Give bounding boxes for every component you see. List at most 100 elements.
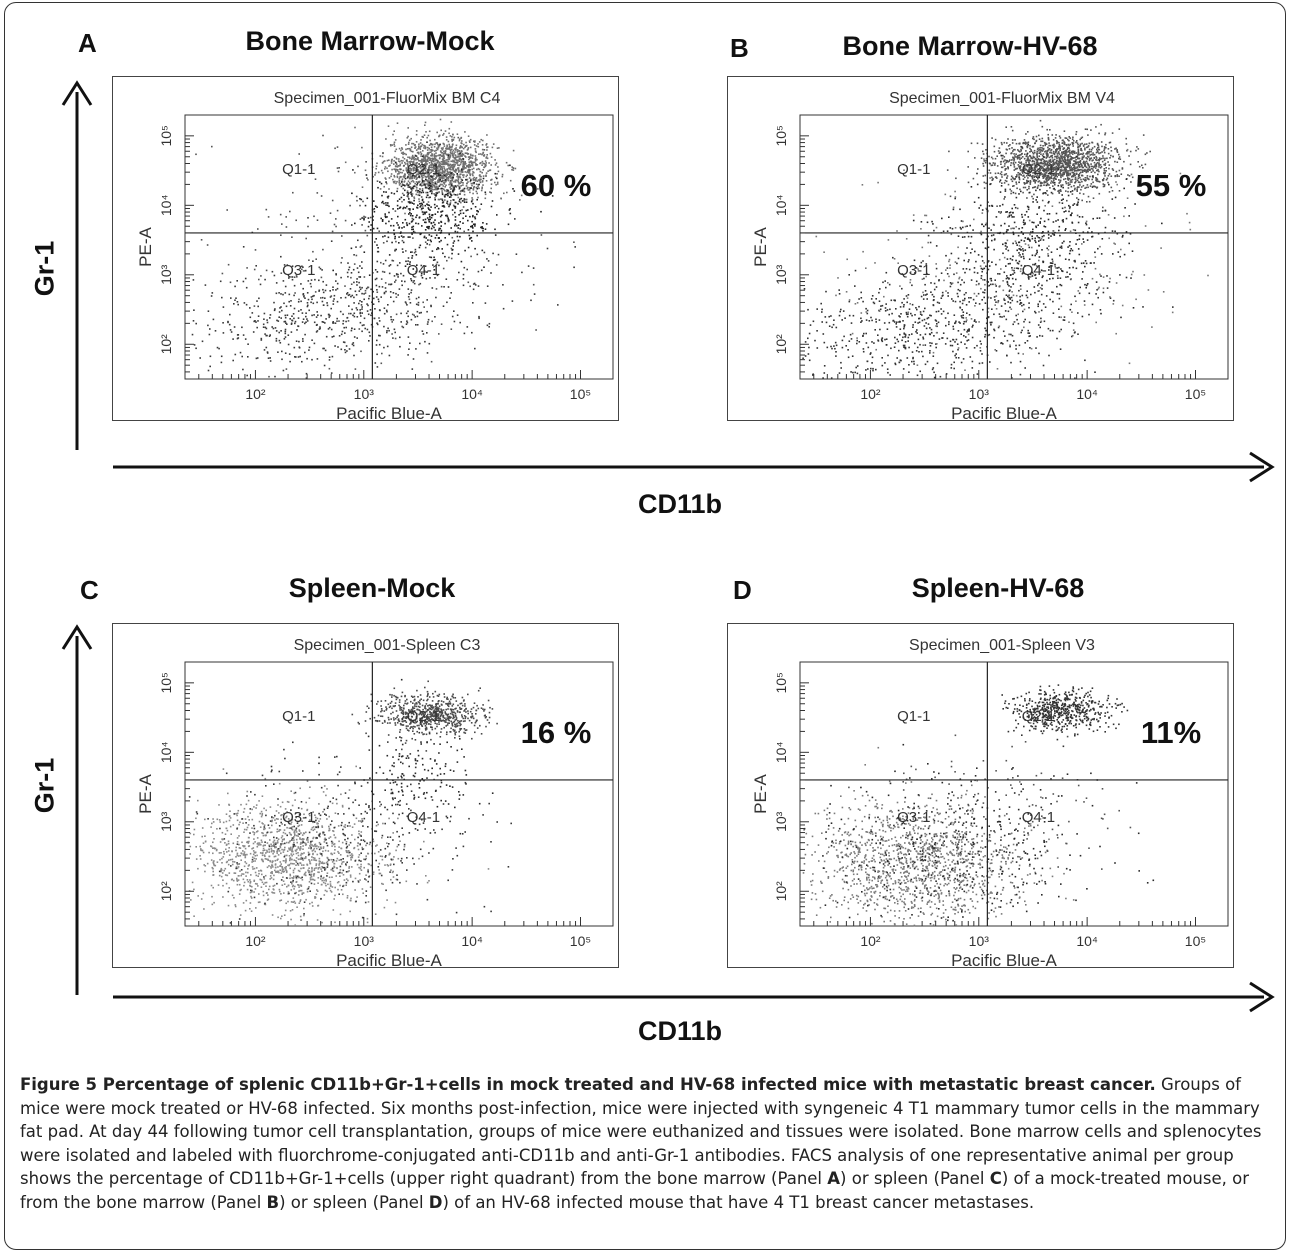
event-dot <box>1069 173 1072 176</box>
event-dot <box>1079 192 1081 195</box>
event-dot <box>1080 171 1082 174</box>
event-dot <box>1067 154 1069 157</box>
event-dot <box>447 190 450 193</box>
event-dot <box>1047 179 1049 181</box>
event-dot <box>471 168 473 171</box>
event-dot <box>424 241 427 243</box>
event-dot <box>991 239 993 242</box>
event-dot <box>454 201 457 204</box>
event-dot <box>450 187 453 190</box>
event-dot <box>1076 186 1079 188</box>
event-dot <box>430 143 432 145</box>
event-dot <box>409 186 412 188</box>
event-dot <box>1020 145 1022 148</box>
event-dot <box>462 147 465 150</box>
event-dot <box>988 227 990 229</box>
event-dot <box>409 211 411 214</box>
event-dot <box>1036 187 1039 189</box>
event-dot <box>991 176 993 179</box>
event-dot <box>420 153 422 155</box>
event-dot <box>999 191 1002 193</box>
event-dot <box>449 183 452 185</box>
event-dot <box>1081 216 1084 218</box>
event-dot <box>427 185 429 187</box>
event-dot <box>1063 167 1066 169</box>
event-dot <box>1101 238 1104 240</box>
event-dot <box>1033 193 1035 196</box>
event-dot <box>430 151 432 153</box>
event-dot <box>448 233 450 236</box>
event-dot <box>490 179 492 181</box>
event-dot <box>1052 150 1055 153</box>
event-dot <box>453 320 456 323</box>
event-dot <box>1125 137 1127 140</box>
event-dot <box>1020 148 1022 151</box>
event-dot <box>397 273 399 276</box>
event-dot <box>359 309 361 311</box>
event-dot <box>1078 157 1081 160</box>
event-dot <box>401 171 403 174</box>
event-dot <box>1018 142 1020 145</box>
event-dot <box>280 255 282 258</box>
event-dot <box>458 200 461 203</box>
event-dot <box>1005 231 1008 233</box>
event-dot <box>372 215 374 218</box>
event-dot <box>377 298 380 301</box>
event-dot <box>347 320 350 322</box>
event-dot <box>457 239 460 242</box>
event-dot <box>429 182 431 184</box>
event-dot <box>1038 148 1041 151</box>
event-dot <box>392 181 395 183</box>
event-dot <box>441 199 444 202</box>
event-dot <box>1121 236 1124 238</box>
event-dot <box>388 329 390 332</box>
event-dot <box>415 348 417 350</box>
event-dot <box>425 277 428 280</box>
event-dot <box>458 170 460 172</box>
event-dot <box>262 323 265 326</box>
event-dot <box>1035 179 1038 182</box>
event-dot <box>1001 157 1004 160</box>
event-dot <box>1061 153 1063 156</box>
event-dot <box>399 163 402 166</box>
event-dot <box>427 187 430 190</box>
event-dot <box>527 265 530 267</box>
event-dot <box>1087 231 1089 233</box>
event-dot <box>305 372 308 375</box>
event-dot <box>359 311 362 314</box>
event-dot <box>405 323 408 325</box>
event-dot <box>1092 176 1094 179</box>
event-dot <box>1054 166 1056 169</box>
event-dot <box>451 236 454 239</box>
event-dot <box>1065 228 1067 230</box>
event-dot <box>338 320 340 322</box>
facs-plot-b: Specimen_001-FluorMix BM V4 Q1-1 Q2-1 Q3-1 Q… <box>727 76 1234 422</box>
event-dot <box>1038 282 1040 285</box>
event-dot <box>1050 148 1053 151</box>
event-dot <box>236 334 239 336</box>
event-dot <box>457 171 460 173</box>
event-dot <box>383 307 386 309</box>
event-dot <box>259 283 262 286</box>
event-dot <box>505 161 508 164</box>
event-dot <box>1064 168 1067 171</box>
event-dot <box>354 368 357 370</box>
event-dot <box>1076 214 1079 217</box>
event-dot <box>1016 244 1018 246</box>
event-dot <box>437 247 439 249</box>
event-dot <box>1058 201 1061 204</box>
event-dot <box>1104 162 1107 165</box>
event-dot <box>467 189 470 191</box>
event-dot <box>1041 284 1043 287</box>
event-dot <box>246 374 248 377</box>
event-dot <box>495 176 497 179</box>
event-dot <box>446 202 448 204</box>
event-dot <box>233 303 235 305</box>
event-dot <box>195 322 197 325</box>
event-dot <box>309 282 312 285</box>
event-dot <box>1069 250 1072 252</box>
event-dot <box>1059 137 1062 139</box>
event-dot <box>1059 161 1061 163</box>
event-dot <box>1032 137 1034 140</box>
event-dot <box>1138 165 1141 168</box>
